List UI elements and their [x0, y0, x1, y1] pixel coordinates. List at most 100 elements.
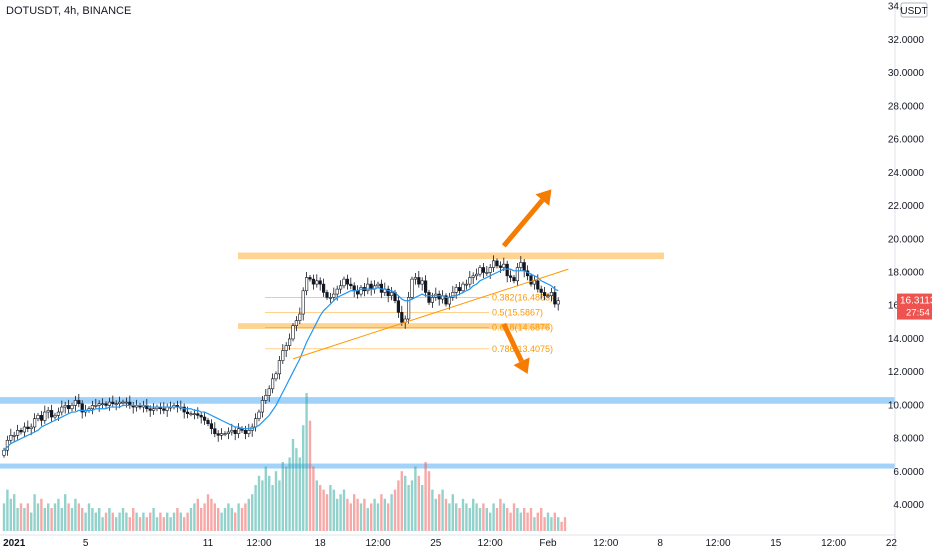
volume-bar — [427, 471, 431, 531]
volume-bar — [421, 485, 424, 531]
candle-body — [189, 413, 193, 416]
bearish-arrow[interactable] — [501, 322, 530, 374]
volume-bar — [288, 457, 291, 531]
volume-bar — [40, 498, 43, 531]
volume-bar — [281, 462, 284, 531]
volume-bar — [84, 512, 87, 531]
candle-body — [522, 262, 526, 272]
volume-bar — [128, 517, 131, 531]
volume-bar — [441, 489, 444, 531]
candle-body — [332, 293, 336, 298]
candle-body — [213, 428, 217, 434]
candle-body — [420, 280, 424, 285]
volume-bar — [495, 508, 499, 531]
candle-body — [349, 283, 353, 287]
volume-bar — [390, 494, 393, 531]
volume-bar — [404, 475, 407, 531]
candle-body — [118, 401, 122, 405]
volume-bar — [50, 508, 53, 531]
candle-body — [19, 430, 23, 433]
volume-bar — [230, 508, 233, 531]
candle-body — [111, 401, 115, 405]
horizontal-bands — [0, 252, 895, 469]
volume-bar — [482, 503, 485, 531]
volume-bar — [526, 512, 529, 531]
candle-body — [481, 267, 486, 273]
candle-body — [186, 411, 190, 415]
volume-bar — [210, 498, 213, 531]
candle-body — [471, 275, 475, 278]
volume-bar — [104, 512, 108, 531]
volume-bar — [244, 503, 247, 531]
volume-bar — [30, 512, 33, 531]
volume-bar — [336, 498, 339, 531]
volume-bar — [274, 471, 278, 531]
volume-bar — [23, 508, 26, 531]
volume-bar — [312, 466, 315, 531]
volume-bar — [60, 508, 63, 531]
volume-bar — [285, 466, 288, 531]
candle-body — [77, 400, 81, 405]
candle-body — [512, 277, 516, 282]
volume-bar — [302, 425, 305, 531]
volume-bar — [444, 498, 448, 531]
drawings[interactable] — [292, 189, 569, 374]
volume-bar — [47, 503, 50, 531]
volume-bar — [550, 517, 553, 531]
volume-bar — [223, 508, 227, 531]
time-axis[interactable]: 2021 5 11 12:00 18 12:00 25 12:00 Feb 12:00 8 12:00… — [0, 534, 898, 549]
resistance-zone[interactable] — [238, 252, 664, 260]
time-tick-label: 22 — [886, 538, 898, 549]
candle-body — [260, 400, 265, 413]
candle-body — [9, 435, 13, 441]
candle-body — [233, 430, 237, 434]
price-axis[interactable]: 32.0000 30.0000 28.0000 26.0000 24.0000 22.00… — [888, 0, 925, 550]
candle-body — [67, 405, 71, 410]
volume-bar — [278, 480, 281, 531]
volume-bar — [118, 512, 121, 531]
volume-bar — [298, 457, 301, 531]
candle-body — [335, 288, 339, 295]
time-tick-label: 12:00 — [821, 538, 846, 549]
volume-bars — [2, 393, 567, 531]
symbol-title: DOTUSDT, 4h, BINANCE — [6, 5, 131, 17]
time-tick-label: 25 — [430, 538, 442, 549]
volume-bar — [145, 517, 148, 531]
candle-body — [413, 277, 418, 280]
candle-body — [430, 297, 435, 303]
currency-badge[interactable]: USDT — [900, 2, 928, 18]
volume-bar — [308, 420, 312, 531]
candle-body — [209, 423, 214, 429]
volume-bar — [387, 503, 390, 531]
candle-body — [553, 292, 557, 305]
candle-body — [121, 401, 125, 404]
candle-body — [464, 283, 469, 286]
volume-bar — [98, 508, 101, 531]
bullish-arrow[interactable] — [501, 189, 552, 248]
volume-bar — [563, 517, 567, 531]
volume-bar — [380, 494, 383, 531]
candle-body — [515, 267, 519, 282]
fib-level-label: 0.786(13.4075) — [492, 344, 553, 354]
last-price-badge-box — [897, 293, 932, 320]
support-zone-2[interactable] — [0, 463, 895, 469]
volume-bar — [206, 494, 210, 531]
volume-bar — [546, 512, 550, 531]
time-tick-label: 12:00 — [246, 538, 271, 549]
candle-body — [53, 415, 57, 418]
time-tick-label: Feb — [539, 538, 557, 549]
candle-body — [270, 378, 275, 390]
volume-bar — [111, 512, 114, 531]
volume-bar — [376, 503, 380, 531]
ascending-trendline[interactable] — [292, 268, 569, 360]
volume-bar — [560, 521, 563, 531]
volume-bar — [217, 508, 220, 531]
fib-level-label: 0.618(14.6876) — [492, 323, 553, 333]
candle-body — [301, 290, 305, 315]
candle-body — [505, 263, 509, 277]
volume-bar — [213, 503, 216, 531]
volume-bar — [16, 508, 19, 531]
support-zone-1[interactable] — [0, 397, 895, 404]
